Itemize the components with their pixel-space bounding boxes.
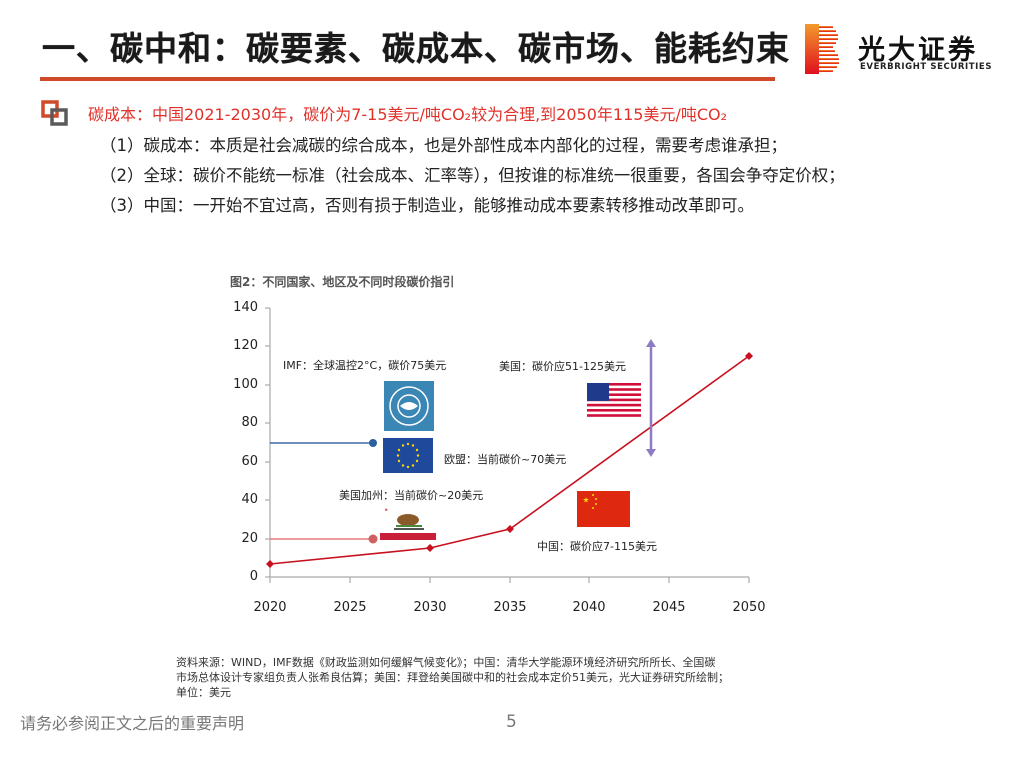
imf-seal-icon xyxy=(384,381,434,431)
source-line: 资料来源：WIND，IMF数据《财政监测如何缓解气候变化》；中国：清华大学能源环… xyxy=(176,656,716,669)
source-line: 市场总体设计专家组负责人张希良估算；美国：拜登给美国碳中和的社会成本定价51美元… xyxy=(176,671,729,684)
x-tick-label: 2035 xyxy=(493,600,527,615)
y-tick-label: 80 xyxy=(241,415,258,430)
page-number: 5 xyxy=(506,712,517,732)
figure-title: 图2：不同国家、地区及不同时段碳价指引 xyxy=(230,275,455,289)
x-tick-label: 2020 xyxy=(253,600,287,615)
us-flag-icon xyxy=(587,383,641,417)
y-tick-label: 20 xyxy=(241,531,258,546)
eu-price-marker xyxy=(369,439,377,447)
eu-annotation: 欧盟：当前碳价~70美元 xyxy=(444,453,567,466)
y-tick-label: 60 xyxy=(241,454,258,469)
summary-point-2: （2）全球：碳价不能统一标准（社会成本、汇率等），但按谁的标准统一很重要，各国会… xyxy=(100,166,845,185)
logo-name-cn: 光大证券 xyxy=(858,35,978,66)
california-price-marker xyxy=(368,534,378,544)
x-tick-label: 2025 xyxy=(333,600,367,615)
figure-source-note: 资料来源：WIND，IMF数据《财政监测如何缓解气候变化》；中国：清华大学能源环… xyxy=(176,655,816,700)
x-tick-label: 2030 xyxy=(413,600,447,615)
y-tick-label: 140 xyxy=(233,300,258,315)
china-price-markers xyxy=(266,352,753,568)
page-title: 一、碳中和：碳要素、碳成本、碳市场、能耗约束 xyxy=(42,29,790,68)
eu-flag-icon xyxy=(383,438,433,473)
overlapping-squares-icon xyxy=(41,100,68,126)
y-tick-label: 40 xyxy=(241,492,258,507)
y-tick-label: 0 xyxy=(249,569,258,584)
y-tick-label: 100 xyxy=(233,377,258,392)
us-range-arrow xyxy=(646,339,656,457)
imf-annotation: IMF：全球温控2°C，碳价75美元 xyxy=(283,359,447,372)
us-annotation: 美国：碳价应51-125美元 xyxy=(499,360,626,373)
summary-point-3: （3）中国：一开始不宜过高，否则有损于制造业，能够推动成本要素转移推动改革即可。 xyxy=(100,196,754,215)
logo-name-en: EVERBRIGHT SECURITIES xyxy=(860,62,993,72)
x-tick-label: 2045 xyxy=(652,600,686,615)
x-tick-label: 2050 xyxy=(732,600,766,615)
summary-point-1: （1）碳成本：本质是社会减碳的综合成本，也是外部性成本内部化的过程，需要考虑谁承… xyxy=(100,136,787,155)
footer-disclaimer: 请务必参阅正文之后的重要声明 xyxy=(20,714,245,733)
y-tick-label: 120 xyxy=(233,338,258,353)
china-annotation: 中国：碳价应7-115美元 xyxy=(537,540,657,553)
china-price-line xyxy=(269,355,750,565)
chart-axes xyxy=(265,307,750,583)
title-underline xyxy=(40,77,775,81)
china-flag-icon xyxy=(577,491,630,527)
source-line: 单位：美元 xyxy=(176,686,231,699)
summary-headline: 碳成本：中国2021-2030年，碳价为7-15美元/吨CO₂较为合理,到205… xyxy=(88,105,728,124)
california-annotation: 美国加州：当前碳价~20美元 xyxy=(339,489,484,502)
california-flag-icon xyxy=(380,506,436,540)
x-tick-label: 2040 xyxy=(572,600,606,615)
everbright-b-logo-icon xyxy=(805,24,839,74)
